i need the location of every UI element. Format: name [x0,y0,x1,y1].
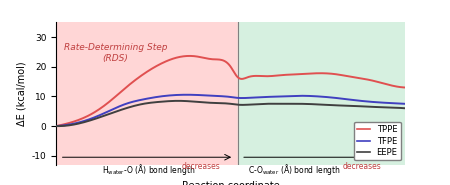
X-axis label: Reaction coordinate: Reaction coordinate [182,181,279,185]
Bar [238,22,405,165]
Legend: TPPE, TFPE, EEPE: TPPE, TFPE, EEPE [354,122,401,160]
Text: Rate-Determining Step
(RDS): Rate-Determining Step (RDS) [64,43,167,63]
Bar [56,22,238,165]
Y-axis label: ΔE (kcal/mol): ΔE (kcal/mol) [16,61,26,126]
Text: $\mathregular{H_{water}}$-O (Å) bond length: $\mathregular{H_{water}}$-O (Å) bond len… [102,162,196,177]
Text: C-O$\mathregular{_{water}}$ (Å) bond length: C-O$\mathregular{_{water}}$ (Å) bond len… [248,162,342,177]
Text: decreases: decreases [342,162,381,171]
Text: decreases: decreases [182,162,220,171]
